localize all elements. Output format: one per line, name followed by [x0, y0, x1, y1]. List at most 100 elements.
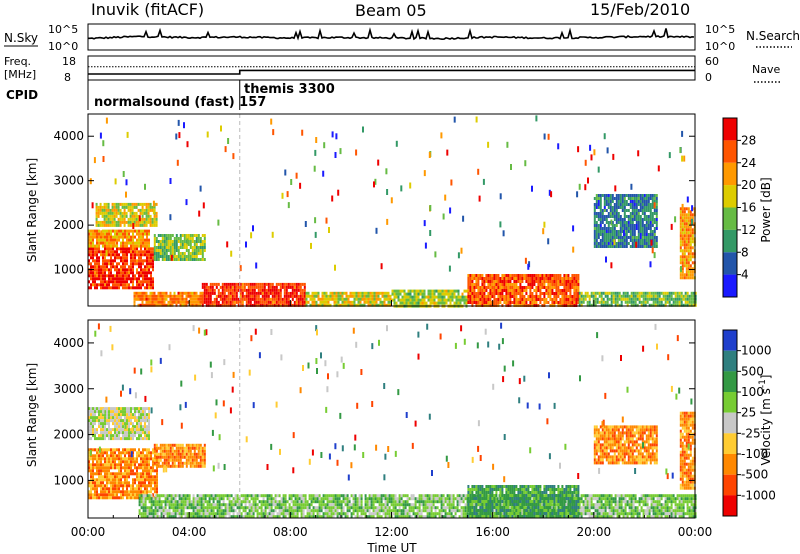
heat-cell	[261, 294, 264, 298]
heat-cell	[647, 221, 650, 224]
heat-cell	[108, 280, 110, 284]
heat-cell	[124, 428, 126, 432]
heat-cell	[227, 300, 230, 304]
heat-cell	[165, 240, 168, 243]
heat-cell	[108, 268, 110, 272]
heat-cell	[203, 461, 206, 465]
heat-cell	[608, 297, 611, 301]
heat-cell	[529, 289, 532, 292]
heat-cell	[645, 209, 648, 212]
heat-cell	[603, 245, 606, 248]
heat-cell	[144, 425, 146, 429]
heat-cell	[114, 256, 116, 260]
heat-cell	[203, 297, 206, 301]
heat-cell	[687, 222, 690, 226]
heat-cell	[505, 289, 508, 292]
heat-cell	[116, 407, 118, 411]
heat-cell	[387, 303, 390, 307]
heat-cell	[150, 494, 153, 498]
heat-cell	[179, 255, 182, 258]
heat-cell	[106, 496, 108, 500]
heat-cell	[130, 472, 132, 476]
heat-cell	[122, 437, 124, 441]
heat-cell	[162, 509, 165, 513]
heat-cell	[139, 291, 142, 295]
heat-cell	[485, 298, 488, 301]
heat-cell	[133, 294, 136, 298]
heat-cell	[515, 286, 518, 289]
heat-cell	[148, 413, 150, 417]
heat-cell	[688, 297, 691, 301]
heat-cell	[116, 410, 118, 414]
heat-cell	[515, 280, 518, 283]
heat-cell	[333, 297, 336, 301]
heat-cell	[210, 509, 213, 513]
heat-cell	[469, 301, 472, 304]
heat-point	[657, 165, 660, 172]
heat-cell	[163, 249, 166, 252]
heat-cell	[359, 297, 362, 301]
heat-cell	[177, 461, 180, 465]
heat-cell	[113, 220, 116, 224]
heat-cell	[457, 289, 460, 293]
heat-cell	[169, 297, 172, 301]
heat-cell	[343, 297, 346, 301]
heat-cell	[641, 221, 644, 224]
heat-cell	[210, 512, 213, 516]
heat-cell	[647, 203, 650, 206]
heat-cell	[573, 283, 576, 286]
heat-cell	[655, 194, 658, 197]
heat-cell	[130, 241, 132, 245]
heat-cell	[645, 245, 648, 248]
heat-cell	[537, 289, 540, 292]
heat-cell	[249, 282, 252, 286]
heat-cell	[582, 294, 585, 298]
heat-cell	[647, 194, 650, 197]
heat-cell	[173, 294, 176, 298]
heat-cell	[271, 297, 274, 301]
heat-cell	[687, 261, 690, 265]
heat-cell	[114, 419, 116, 423]
heat-cell	[201, 255, 204, 258]
heat-cell	[139, 294, 142, 298]
heat-cell	[157, 258, 160, 261]
heat-cell	[551, 289, 554, 292]
heat-cell	[148, 448, 150, 452]
heat-cell	[124, 478, 126, 482]
heat-cell	[611, 215, 614, 218]
heat-cell	[216, 512, 219, 516]
heat-cell	[166, 503, 169, 507]
heat-cell	[670, 303, 673, 307]
heat-cell	[106, 265, 108, 269]
heat-point	[428, 152, 431, 158]
heat-cell	[455, 298, 458, 302]
heat-cell	[120, 283, 122, 287]
heat-cell	[98, 271, 100, 275]
heat-cell	[613, 206, 616, 209]
heat-cell	[132, 232, 134, 236]
heat-cell	[136, 247, 138, 251]
heat-cell	[90, 244, 92, 248]
heat-cell	[653, 236, 656, 239]
heat-cell	[88, 451, 90, 455]
heat-cell	[413, 289, 416, 293]
heat-point	[310, 242, 312, 249]
heat-cell	[647, 236, 650, 239]
heat-cell	[603, 233, 606, 236]
heat-cell	[88, 407, 90, 411]
heat-cell	[134, 235, 136, 239]
heat-cell	[165, 252, 168, 255]
heat-cell	[130, 484, 132, 488]
heat-cell	[198, 506, 201, 510]
heat-cell	[126, 232, 128, 236]
heat-cell	[182, 497, 185, 501]
heat-cell	[489, 274, 492, 277]
heat-cell	[611, 212, 614, 215]
heat-cell	[611, 224, 614, 227]
heat-cell	[146, 277, 148, 281]
heat-cell	[130, 422, 132, 426]
heat-cell	[148, 416, 150, 420]
heat-cell	[603, 224, 606, 227]
heat-cell	[209, 288, 212, 292]
heat-cell	[96, 493, 98, 497]
